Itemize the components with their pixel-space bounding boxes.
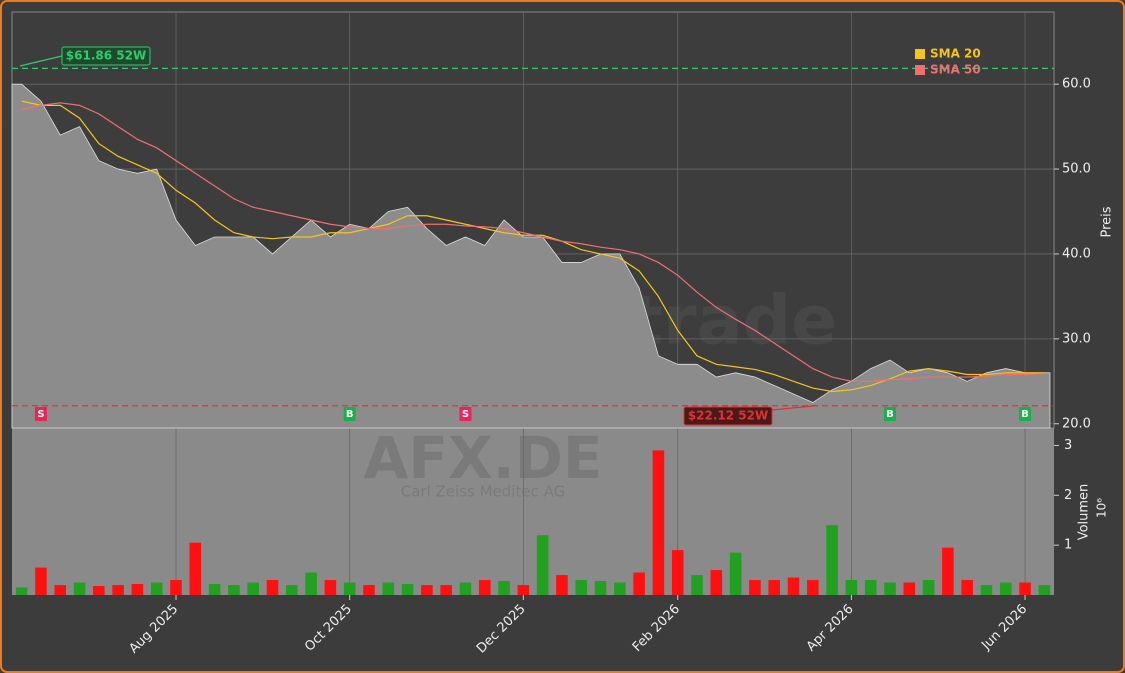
volume-bar <box>478 580 491 595</box>
sma-line <box>21 102 1045 382</box>
volume-bar <box>401 584 414 595</box>
legend-label: SMA 50 <box>930 63 981 77</box>
volume-bar <box>73 582 86 595</box>
volume-bar <box>498 581 510 595</box>
volume-bar <box>807 580 819 595</box>
volume-bar <box>749 580 761 595</box>
volume-bar <box>170 580 182 595</box>
volume-bar <box>652 450 665 595</box>
volume-bar <box>729 552 742 595</box>
volume-bar <box>768 580 780 595</box>
volume-bar <box>594 581 607 595</box>
y-tick-label: 60.0 <box>1062 77 1091 92</box>
volume-bar <box>671 550 684 595</box>
volume-bar <box>710 570 723 595</box>
volume-bar <box>845 580 858 595</box>
y-tick-label: 50.0 <box>1062 162 1091 177</box>
y-tick-label: 40.0 <box>1062 246 1091 261</box>
volume-bar <box>363 585 375 595</box>
volume-bar <box>556 575 568 595</box>
signal-marker <box>459 407 472 421</box>
signal-label: B <box>346 409 354 420</box>
volume-bar <box>54 585 67 595</box>
volume-bar <box>1019 582 1031 595</box>
annotation-label: $61.86 52W <box>66 49 146 63</box>
signal-marker <box>1019 407 1032 421</box>
volume-bar <box>93 586 105 595</box>
legend-swatch <box>915 49 925 59</box>
signal-marker <box>883 407 896 421</box>
volume-bar <box>961 580 973 595</box>
y2-tick-label: 1 <box>1064 538 1072 553</box>
annotation-arrow <box>19 55 63 67</box>
volume-bar <box>903 582 916 595</box>
volume-bar <box>864 580 877 595</box>
volume-bar <box>266 580 279 595</box>
volume-bar <box>131 584 144 595</box>
signal-marker <box>34 407 47 421</box>
volume-bar <box>517 585 530 595</box>
volume-bar <box>343 582 356 595</box>
y-tick-label: 30.0 <box>1062 331 1091 346</box>
y2-tick-label: 2 <box>1064 488 1072 503</box>
volume-bar <box>922 580 935 595</box>
annotation-label: $22.12 52W <box>688 409 768 423</box>
volume-bar <box>999 582 1012 595</box>
signal-marker <box>343 407 356 421</box>
annotation-box <box>683 406 773 426</box>
y-tick-label: 20.0 <box>1062 416 1091 431</box>
volume-bar <box>942 547 954 595</box>
volume-bar <box>35 567 47 595</box>
volume-bar <box>633 572 645 595</box>
volume-bar <box>324 580 337 595</box>
volume-bar <box>575 580 588 595</box>
volume-bar <box>305 572 317 595</box>
volume-panel <box>12 428 1054 595</box>
volume-bar <box>382 582 395 595</box>
legend-swatch <box>915 65 925 75</box>
annotation-arrow <box>771 405 816 411</box>
volume-bar <box>247 582 259 595</box>
volume-bar <box>459 582 472 595</box>
signal-label: B <box>1021 409 1029 420</box>
volume-bar <box>15 587 28 595</box>
y-axis-label: Preis <box>1100 206 1115 237</box>
volume-bar <box>614 582 626 595</box>
volume-bar <box>536 535 549 595</box>
volume-bar <box>208 584 221 595</box>
volume-bar <box>787 577 800 595</box>
volume-bar <box>691 575 703 595</box>
volume-bar <box>440 585 452 595</box>
y2-tick-label: 3 <box>1064 438 1072 453</box>
symbol-watermark: AFX.DE <box>363 424 602 492</box>
company-watermark: Carl Zeiss Meditec AG <box>401 483 565 501</box>
volume-bar <box>150 582 163 595</box>
volume-bar <box>189 542 202 595</box>
volume-bar <box>1038 585 1051 595</box>
volume-bar <box>112 585 124 595</box>
volume-bar <box>421 585 433 595</box>
volume-bar <box>228 585 240 595</box>
volume-bar <box>980 585 993 595</box>
volume-bar <box>826 525 838 595</box>
volume-bar <box>884 582 896 595</box>
y2-axis-label: Volumen <box>1077 484 1092 541</box>
signal-label: B <box>886 409 894 420</box>
signal-label: S <box>462 409 469 420</box>
volume-bar <box>286 585 298 595</box>
signal-label: S <box>37 409 44 420</box>
legend-label: SMA 20 <box>930 47 981 61</box>
y2-scale-label: 10⁶ <box>1095 498 1109 518</box>
